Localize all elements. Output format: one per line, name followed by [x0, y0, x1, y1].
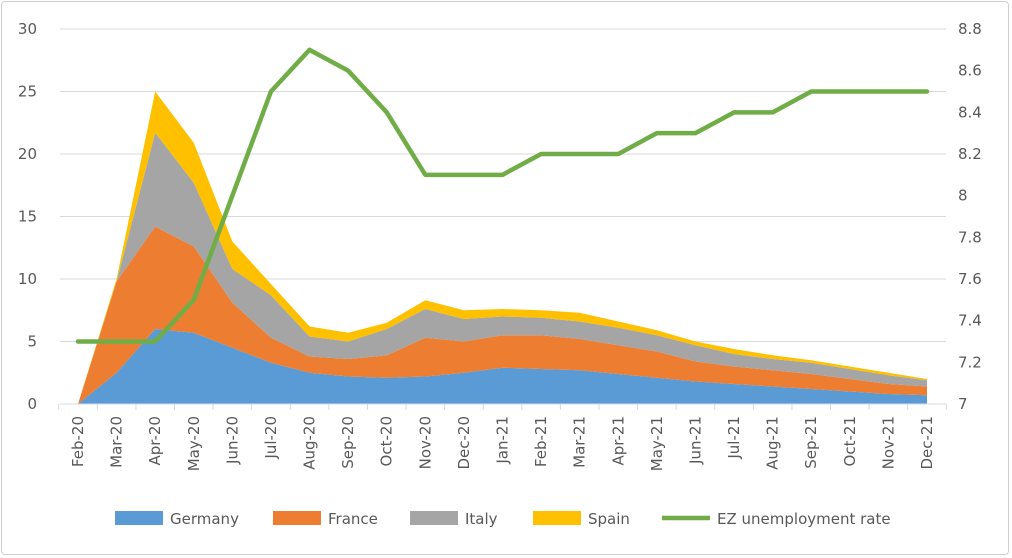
x-tick-label: Apr-21	[609, 416, 627, 466]
legend-item-ez-unemployment-rate: EZ unemployment rate	[662, 510, 891, 528]
x-tick-label: Nov-21	[879, 416, 897, 469]
x-tick-label: Aug-20	[301, 416, 319, 470]
y-right-tick-label: 8.8	[958, 20, 982, 38]
y-right-tick-label: 7.4	[958, 312, 982, 330]
y-right-tick-label: 7.6	[958, 270, 982, 288]
x-tick-label: Sep-21	[802, 416, 820, 469]
y-left-tick-label: 30	[18, 20, 37, 38]
x-tick-label: Feb-21	[532, 416, 550, 467]
y-right-tick-label: 8.6	[958, 62, 982, 80]
legend-item-france: France	[273, 510, 378, 528]
x-tick-label: Dec-20	[455, 416, 473, 470]
legend-swatch	[115, 511, 163, 525]
legend-item-germany: Germany	[115, 510, 239, 528]
legend-swatch	[533, 511, 581, 525]
legend-label: EZ unemployment rate	[717, 510, 891, 528]
x-tick-label: Jun-20	[223, 416, 241, 465]
area-germany	[78, 329, 927, 404]
y-right-tick-label: 8.2	[958, 145, 982, 163]
line-ez-unemployment-rate	[75, 47, 930, 344]
legend-swatch	[410, 511, 458, 525]
y-left-tick-label: 10	[18, 270, 37, 288]
y-left-tick-label: 0	[27, 395, 37, 413]
legend-label: Spain	[588, 510, 630, 528]
y-left-tick-label: 25	[18, 83, 37, 101]
y-right-tick-label: 8.4	[958, 103, 982, 121]
y-right-tick-label: 7.8	[958, 228, 982, 246]
x-tick-label: May-20	[185, 416, 203, 471]
x-tick-label: Mar-21	[571, 416, 589, 468]
x-tick-label: Apr-20	[146, 416, 164, 466]
x-tick-label: Dec-21	[918, 416, 936, 470]
legend-swatch	[273, 511, 321, 525]
y-right-tick-label: 7	[958, 395, 968, 413]
area-spain	[78, 91, 927, 404]
x-tick-label: Feb-20	[69, 416, 87, 467]
x-tick-label: Aug-21	[764, 416, 782, 470]
x-tick-label: Jan-21	[494, 416, 512, 465]
y-left-tick-label: 20	[18, 145, 37, 163]
y-left-tick-label: 15	[18, 208, 37, 226]
x-tick-label: Oct-21	[841, 416, 859, 466]
legend-label: France	[328, 510, 378, 528]
x-tick-label: Jul-21	[725, 416, 743, 460]
x-tick-label: Jun-21	[686, 416, 704, 465]
legend-label: Germany	[170, 510, 239, 528]
area-france	[78, 226, 927, 404]
legend-label: Italy	[465, 510, 498, 528]
x-tick-label: May-21	[648, 416, 666, 471]
legend-item-spain: Spain	[533, 510, 630, 528]
x-tick-label: Nov-20	[416, 416, 434, 469]
area-italy	[78, 132, 927, 404]
y-left-tick-label: 5	[27, 333, 37, 351]
y-right-tick-label: 7.2	[958, 353, 982, 371]
x-tick-label: Mar-20	[108, 416, 126, 468]
y-right-tick-label: 8	[958, 187, 968, 205]
x-tick-label: Sep-20	[339, 416, 357, 469]
legend-item-italy: Italy	[410, 510, 498, 528]
x-tick-label: Jul-20	[262, 416, 280, 460]
x-tick-label: Oct-20	[378, 416, 396, 466]
